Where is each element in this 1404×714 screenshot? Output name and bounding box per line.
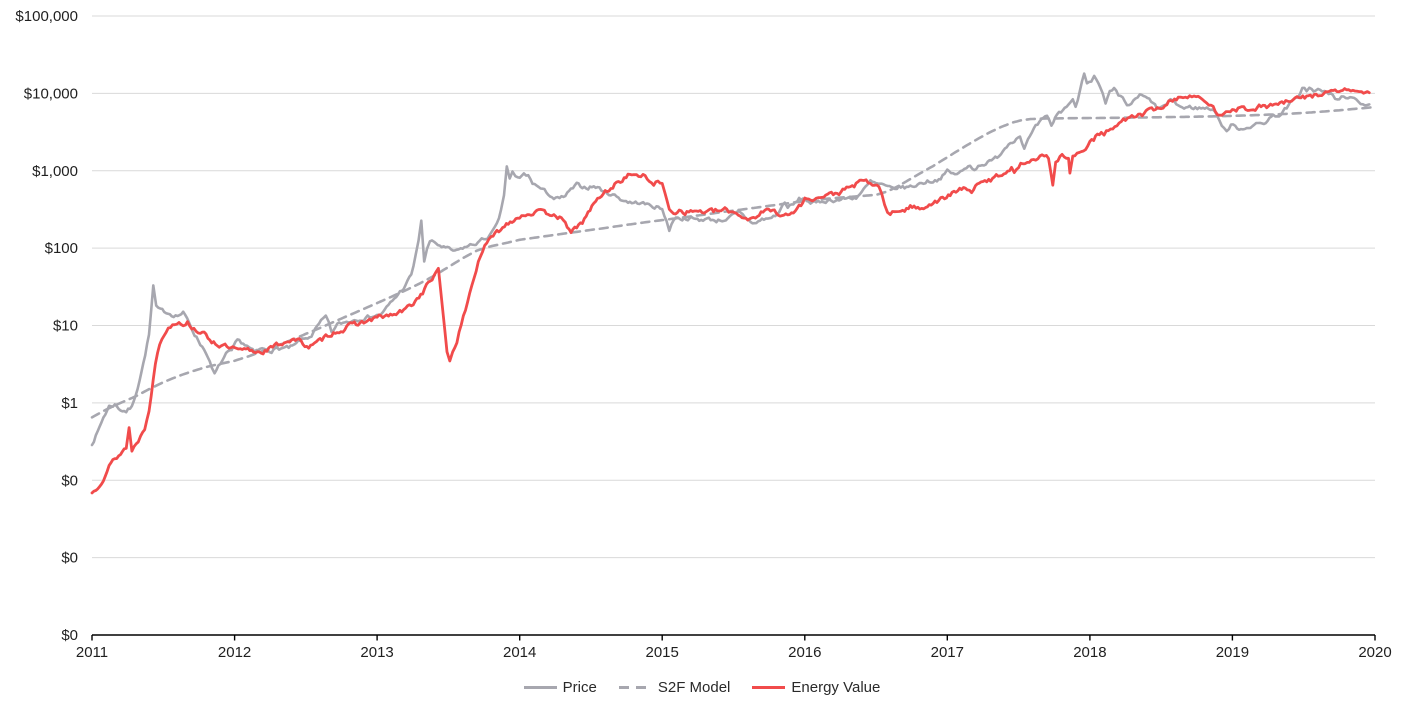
y-axis-label: $100,000	[15, 8, 78, 25]
legend-item-energy-value: Energy Value	[752, 679, 880, 696]
legend-label: Energy Value	[791, 679, 881, 696]
x-axis-label: 2016	[788, 644, 821, 661]
x-axis-label: 2017	[931, 644, 964, 661]
y-axis-label: $100	[45, 240, 78, 257]
energy-value-line	[90, 87, 1371, 495]
legend-swatch	[523, 686, 557, 689]
x-axis-label: 2019	[1216, 644, 1249, 661]
legend-label: S2F Model	[657, 679, 731, 696]
legend-swatch	[618, 686, 652, 689]
x-axis-label: 2014	[503, 644, 536, 661]
y-axis-label: $0	[61, 550, 78, 567]
price-line	[90, 72, 1371, 447]
x-axis-label: 2015	[646, 644, 679, 661]
legend-item-price: Price	[523, 679, 597, 696]
y-axis-label: $0	[61, 472, 78, 489]
x-axis-label: 2020	[1358, 644, 1391, 661]
legend-label: Price	[562, 679, 597, 696]
s2f-model-line	[90, 105, 1377, 419]
legend-swatch	[752, 686, 786, 689]
y-axis-label: $1	[61, 395, 78, 412]
x-axis-label: 2013	[360, 644, 393, 661]
chart-legend: Price S2F Model Energy Value	[0, 679, 1404, 696]
x-axis-label: 2018	[1073, 644, 1106, 661]
x-axis-label: 2011	[76, 644, 108, 661]
y-axis-label: $1,000	[32, 163, 78, 180]
y-axis-label: $0	[61, 627, 78, 644]
y-axis-label: $10	[53, 318, 78, 335]
legend-item-s2f-model: S2F Model	[618, 679, 731, 696]
y-axis-label: $10,000	[24, 85, 78, 102]
x-axis-label: 2012	[218, 644, 251, 661]
